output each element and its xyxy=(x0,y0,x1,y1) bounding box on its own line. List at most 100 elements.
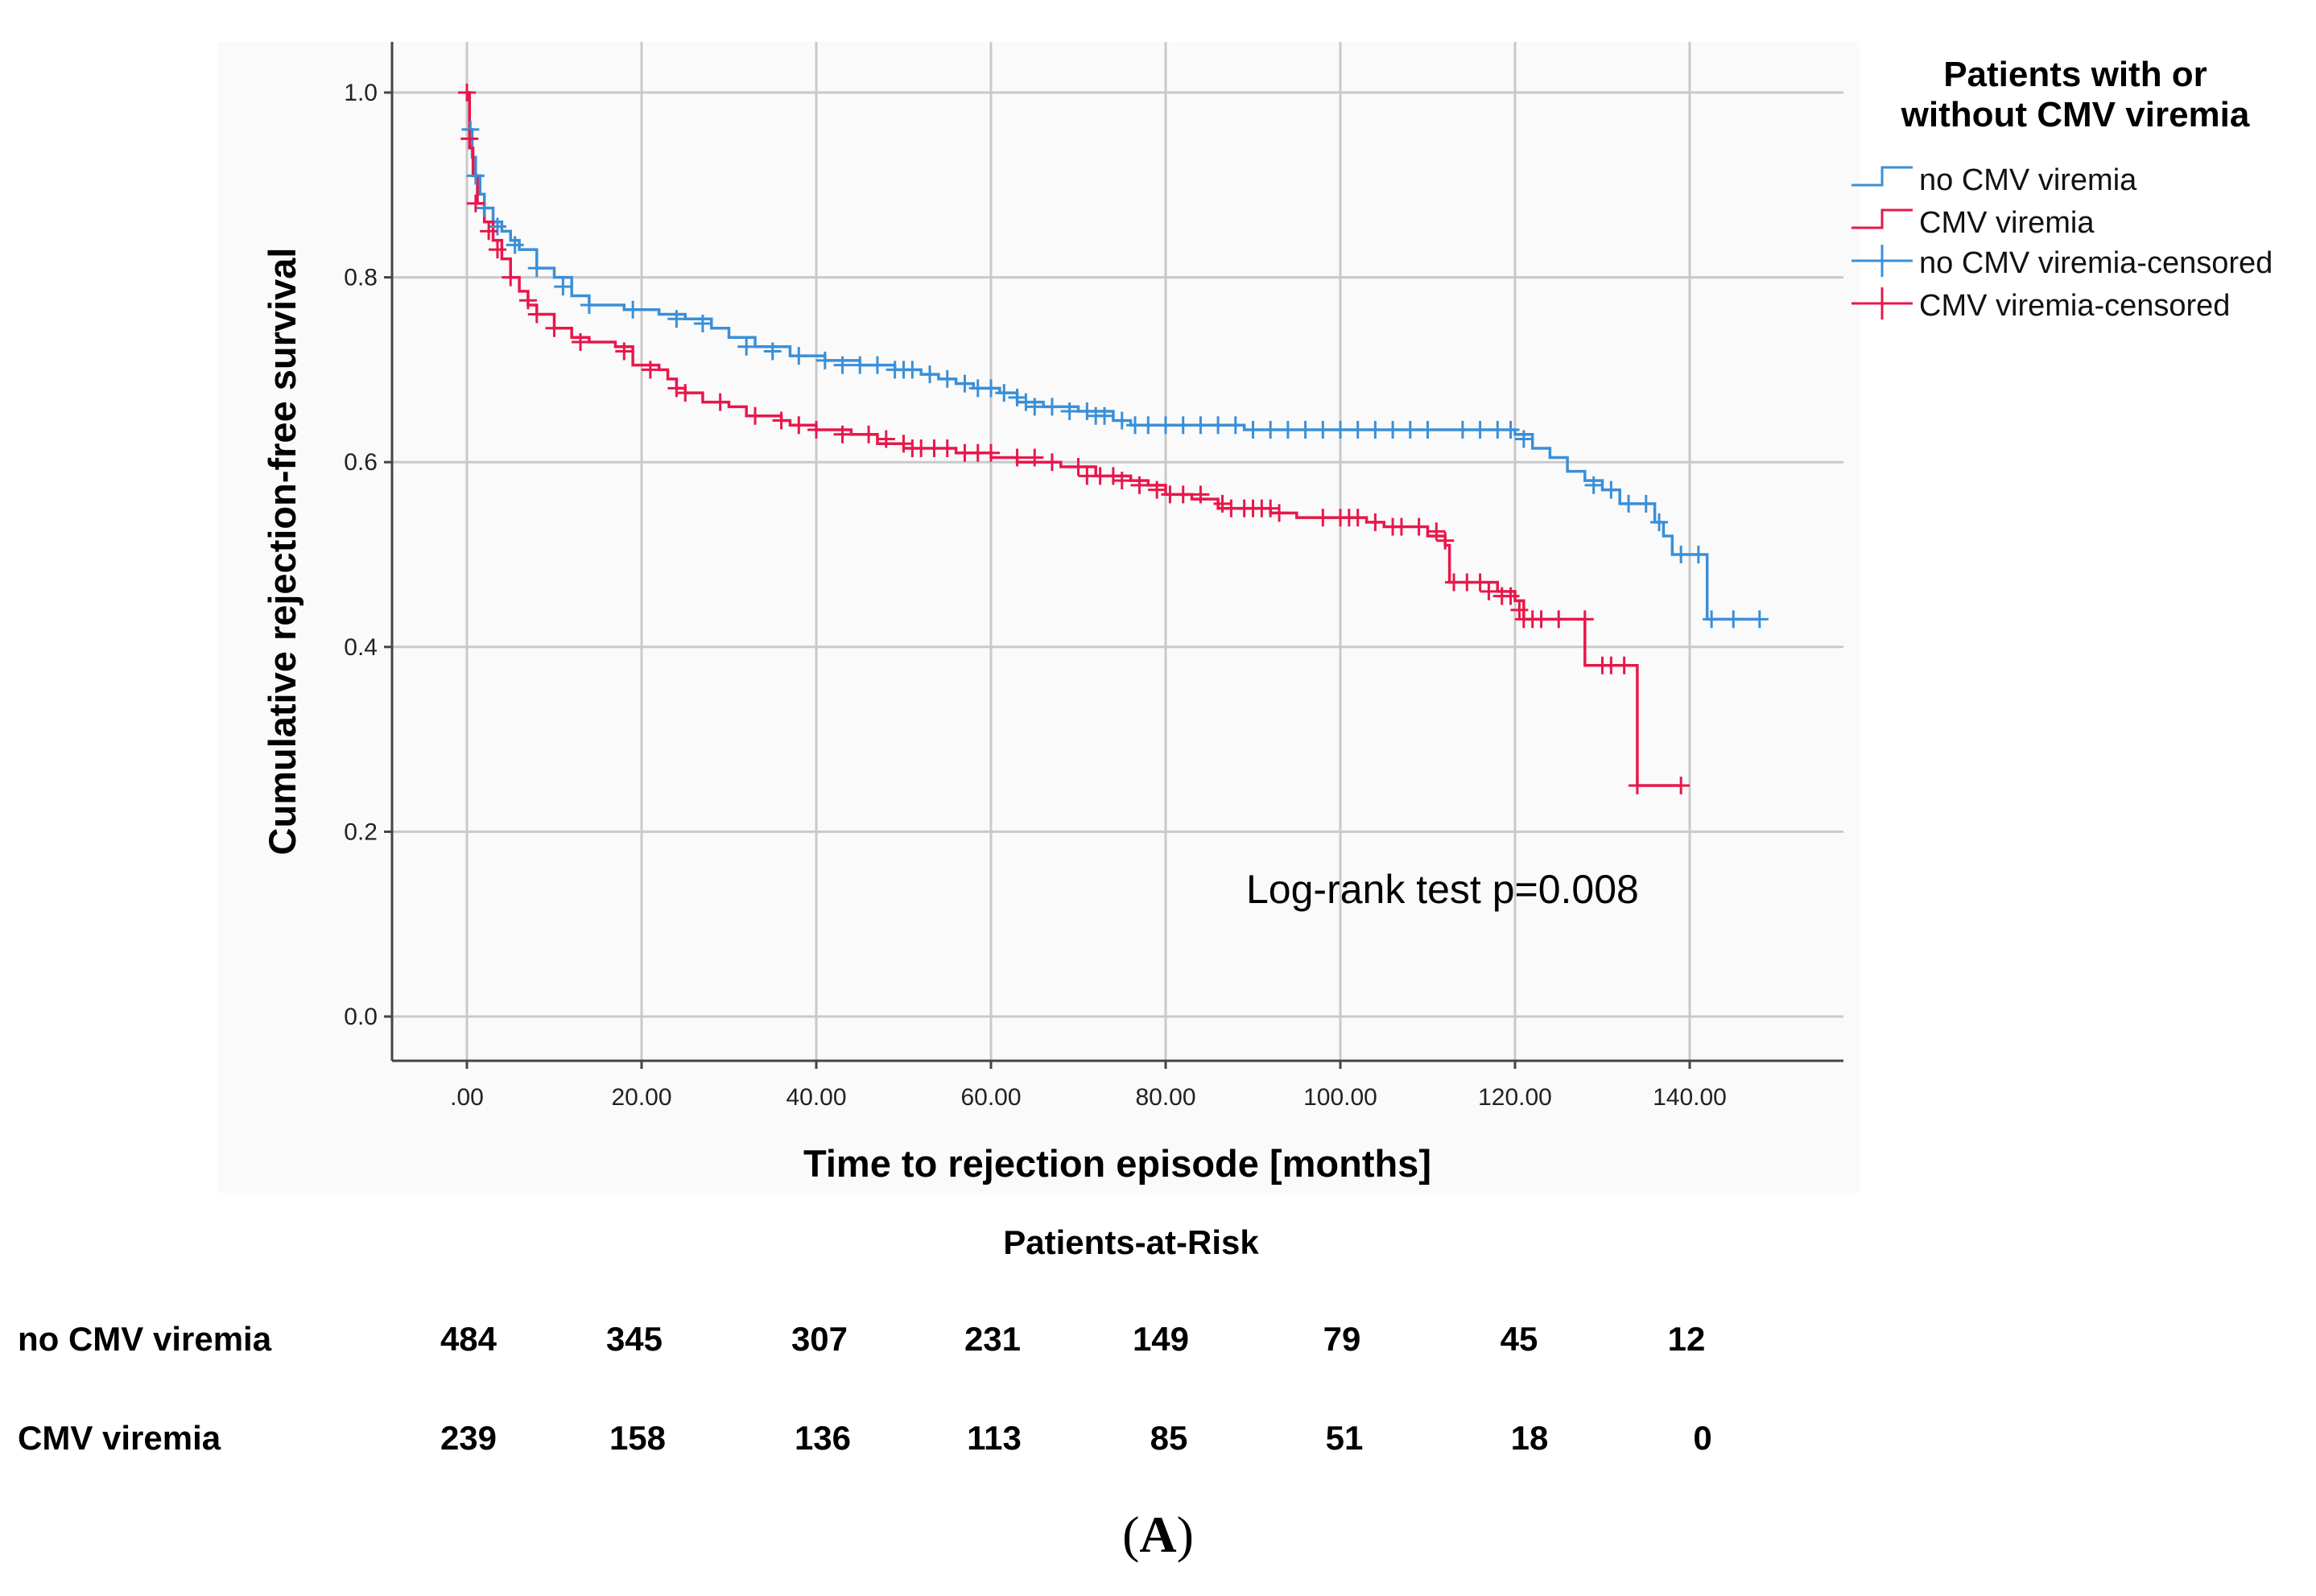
censor-mark-cmv xyxy=(1069,457,1088,476)
censor-mark-no-cmv xyxy=(1689,546,1707,563)
censor-mark-no-cmv xyxy=(833,356,852,374)
censor-mark-cmv xyxy=(1130,476,1149,494)
curve-no-cmv xyxy=(467,91,1760,621)
censor-mark-no-cmv xyxy=(1672,546,1691,563)
censor-mark-no-cmv xyxy=(995,384,1014,402)
censor-mark-no-cmv xyxy=(554,278,572,296)
censor-mark-cmv xyxy=(894,435,913,453)
censor-mark-no-cmv xyxy=(1453,421,1472,439)
panel-label: (A) xyxy=(0,1505,2316,1565)
legend-step-icon-red xyxy=(1852,208,1913,229)
censor-mark-no-cmv xyxy=(1724,610,1743,629)
censor-mark-no-cmv xyxy=(1514,430,1533,448)
censor-mark-no-cmv xyxy=(851,356,869,374)
censor-mark-cmv xyxy=(1104,467,1122,485)
at-risk-count: 307 xyxy=(791,1320,848,1358)
censor-mark-cmv xyxy=(1261,499,1280,518)
censor-mark-cmv xyxy=(1042,453,1061,472)
censor-mark-cmv xyxy=(480,222,498,241)
censor-mark-no-cmv xyxy=(1584,476,1603,494)
at-risk-count: 136 xyxy=(794,1419,852,1457)
censor-mark-cmv xyxy=(1550,610,1568,629)
x-axis-title: Time to rejection episode [months] xyxy=(803,1142,1431,1185)
y-tick-label: 0.2 xyxy=(344,819,378,845)
censor-mark-cmv xyxy=(460,130,479,148)
censor-mark-no-cmv xyxy=(982,379,1000,398)
legend-item-cmv-censored: CMV viremia-censored xyxy=(1852,287,2230,323)
legend-title-line1: Patients with or xyxy=(1943,55,2207,94)
censor-mark-no-cmv xyxy=(1113,411,1131,430)
censor-mark-no-cmv xyxy=(921,365,939,384)
censor-mark-no-cmv xyxy=(1501,421,1520,439)
at-risk-count: 149 xyxy=(1132,1320,1190,1358)
censor-mark-no-cmv xyxy=(624,300,642,319)
censor-mark-cmv xyxy=(1366,513,1385,531)
at-risk-count: 113 xyxy=(967,1419,1022,1457)
log-rank-annotation: Log-rank test p=0.008 xyxy=(1246,867,1639,912)
censor-mark-no-cmv xyxy=(1017,393,1035,411)
legend-step-icon-blue xyxy=(1852,166,1913,187)
censor-mark-no-cmv xyxy=(693,315,712,332)
censor-mark-no-cmv xyxy=(1314,421,1332,439)
censor-mark-no-cmv xyxy=(1060,402,1079,421)
censor-mark-no-cmv xyxy=(488,217,506,236)
censor-mark-no-cmv xyxy=(956,374,974,393)
x-tick-label: .00 xyxy=(450,1084,484,1111)
censor-mark-no-cmv xyxy=(1602,480,1620,499)
x-tick-label: 120.00 xyxy=(1478,1084,1552,1111)
censor-mark-cmv xyxy=(1392,518,1410,536)
x-tick-label: 40.00 xyxy=(786,1084,846,1111)
panel-label-open-paren: ( xyxy=(1122,1506,1140,1563)
panel-label-letter: A xyxy=(1139,1506,1177,1563)
censor-mark-no-cmv xyxy=(1157,416,1175,435)
censor-mark-cmv xyxy=(1436,531,1455,550)
grid xyxy=(384,42,1843,1069)
censor-mark-no-cmv xyxy=(1750,610,1769,629)
censor-mark-no-cmv xyxy=(1401,421,1419,439)
censor-mark-cmv xyxy=(488,241,506,259)
at-risk-count: 51 xyxy=(1325,1419,1364,1457)
at-risk-count: 231 xyxy=(964,1320,1022,1358)
at-risk-count: 239 xyxy=(440,1419,497,1457)
censor-mark-no-cmv xyxy=(1244,421,1262,439)
at-risk-title: Patients-at-Risk xyxy=(1003,1223,1259,1261)
censor-mark-no-cmv xyxy=(466,167,485,185)
censor-mark-no-cmv xyxy=(1637,494,1655,513)
censor-mark-no-cmv xyxy=(527,259,546,278)
censor-mark-cmv xyxy=(572,332,590,351)
censor-mark-no-cmv xyxy=(1278,421,1297,439)
censor-mark-cmv xyxy=(615,342,634,361)
censor-mark-cmv xyxy=(711,393,729,411)
censor-mark-cmv xyxy=(1480,582,1498,600)
censor-mark-cmv xyxy=(545,319,564,337)
censor-marks xyxy=(458,84,1769,794)
censor-mark-cmv xyxy=(1410,518,1428,536)
censor-mark-cmv xyxy=(1191,485,1210,504)
censor-mark-cmv xyxy=(1672,777,1691,794)
censor-mark-no-cmv xyxy=(1703,610,1721,629)
at-risk-row-label-cmv: CMV viremia xyxy=(18,1419,221,1457)
at-risk-count: 345 xyxy=(605,1320,663,1358)
censor-mark-cmv xyxy=(982,443,1000,462)
censor-mark-cmv xyxy=(1270,504,1289,522)
censor-mark-cmv xyxy=(1501,587,1520,605)
censor-mark-cmv xyxy=(1427,522,1446,541)
censor-mark-no-cmv xyxy=(1139,416,1158,435)
censor-mark-no-cmv xyxy=(1209,416,1228,435)
censor-mark-cmv xyxy=(1628,777,1646,794)
x-tick-label: 20.00 xyxy=(611,1084,671,1111)
legend: Patients with or without CMV viremia no … xyxy=(1852,55,2273,323)
tick-labels: .00 20.00 40.00 60.00 80.00 100.00 120.00 140.0… xyxy=(344,80,1727,1111)
censor-mark-no-cmv xyxy=(1331,421,1349,439)
censor-mark-cmv xyxy=(772,411,791,430)
censor-mark-cmv xyxy=(860,425,878,443)
censor-mark-no-cmv xyxy=(1078,402,1096,421)
x-tick-label: 140.00 xyxy=(1653,1084,1727,1111)
censor-mark-cmv xyxy=(1471,573,1489,592)
censor-mark-cmv xyxy=(1510,600,1529,619)
y-tick-label: 0.4 xyxy=(344,634,378,661)
censor-mark-no-cmv xyxy=(1226,416,1245,435)
censor-mark-no-cmv xyxy=(737,337,756,356)
censor-mark-cmv xyxy=(746,406,765,425)
